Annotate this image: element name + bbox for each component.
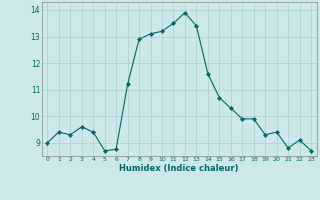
X-axis label: Humidex (Indice chaleur): Humidex (Indice chaleur)	[119, 164, 239, 173]
